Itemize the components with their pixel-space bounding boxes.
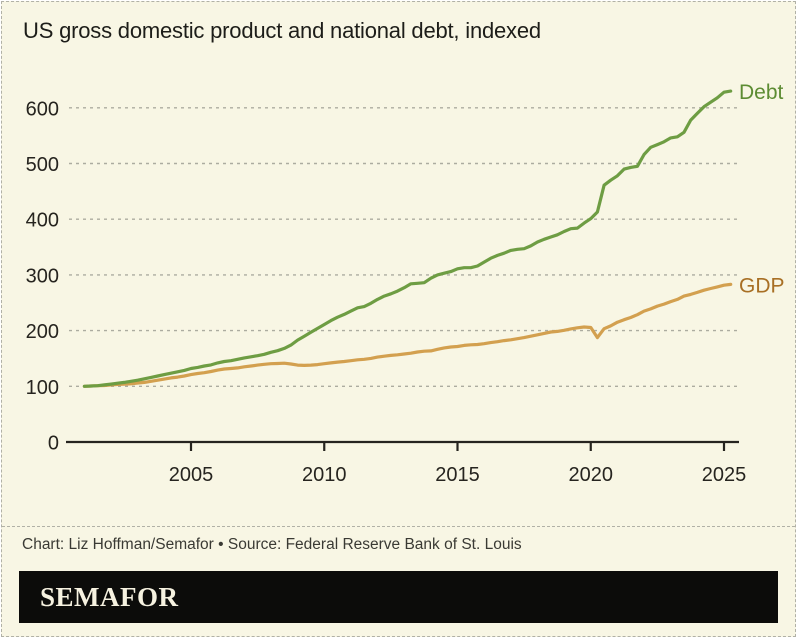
x-axis-label-2005: 2005 — [169, 464, 214, 486]
chart-title: US gross domestic product and national d… — [23, 18, 541, 43]
y-axis-label-400: 400 — [26, 210, 59, 232]
series-label-gdp: GDP — [739, 274, 785, 297]
x-axis-label-2020: 2020 — [569, 464, 614, 486]
y-axis-label-0: 0 — [48, 433, 59, 455]
x-axis-label-2010: 2010 — [302, 464, 347, 486]
series-line-debt — [82, 89, 733, 388]
credit-line: Chart: Liz Hoffman/Semafor • Source: Fed… — [22, 536, 522, 553]
x-axis-label-2025: 2025 — [702, 464, 747, 486]
x-axis-label-2015: 2015 — [435, 464, 480, 486]
y-axis-label-200: 200 — [26, 321, 59, 343]
footer-divider — [2, 526, 795, 527]
y-axis-label-300: 300 — [26, 265, 59, 287]
y-axis-label-500: 500 — [26, 154, 59, 176]
series-line-gdp — [82, 282, 733, 388]
y-axis-label-100: 100 — [26, 377, 59, 399]
semafor-logo: SEMAFOR — [40, 581, 179, 612]
y-axis-label-600: 600 — [26, 98, 59, 120]
semafor-logo-bar: SEMAFOR — [19, 571, 778, 623]
line-chart: 0 100 200 300 400 500 600 2005 2010 2015 2020 2025 D… — [26, 81, 785, 486]
series-label-debt: Debt — [739, 81, 784, 104]
